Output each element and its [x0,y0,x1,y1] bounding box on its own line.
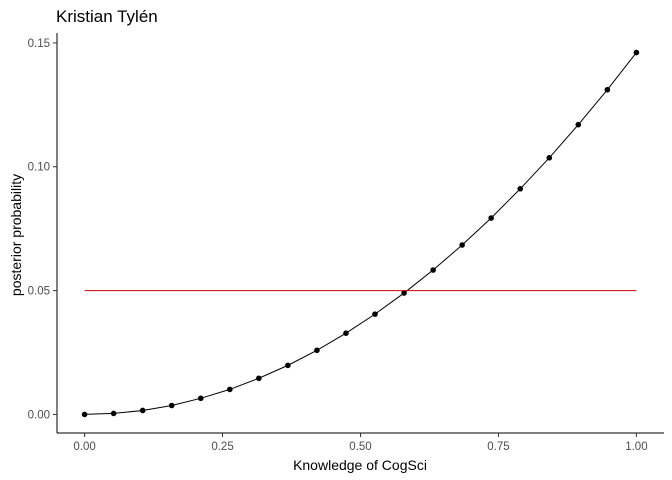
data-point [604,86,611,93]
data-point [401,290,407,296]
data-point [168,402,175,409]
data-point [197,395,204,402]
data-point [81,411,88,418]
data-point [575,121,582,128]
x-tick-label: 0.25 [211,441,233,453]
posterior-line [84,52,637,415]
data-point [633,49,640,56]
data-point [488,215,494,221]
data-point [314,347,320,354]
x-tick-label: 0.50 [349,441,371,453]
data-point [285,362,291,369]
chart-title: Kristian Tylén [56,7,158,26]
x-tick-label: 1.00 [625,441,647,453]
data-point [546,155,553,161]
data-point [256,375,262,382]
data-point [139,407,146,414]
x-tick-label: 0.75 [487,441,509,453]
data-point [430,267,436,273]
data-point [517,185,524,192]
data-point [372,311,378,317]
plot-area: 0.00 0.05 0.10 0.15 0.00 0.25 0.50 0.75 1.00 [28,33,664,453]
data-point [343,330,349,336]
y-tick-label: 0.00 [28,409,50,421]
x-tick-label: 0.00 [73,441,95,453]
y-axis-title: posterior probability [8,174,24,296]
y-tick-label: 0.05 [28,286,50,298]
x-axis-title: Knowledge of CogSci [293,457,427,473]
y-tick-label: 0.15 [28,38,50,50]
y-tick-label: 0.10 [28,162,50,174]
data-point [227,386,233,393]
data-point [459,242,465,248]
data-point [110,410,117,417]
